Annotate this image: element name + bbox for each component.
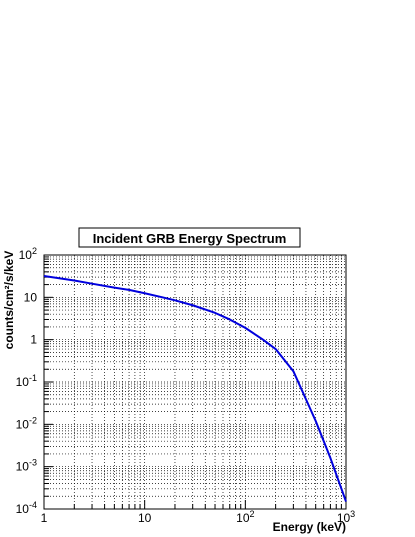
spectrum-line xyxy=(43,274,347,502)
y-tick-label: 10-4 xyxy=(16,500,37,516)
y-tick-labels: 10-4 10-3 10-2 10-1 1 10 102 xyxy=(16,246,38,516)
y-tick-label: 10 xyxy=(24,290,38,304)
x-tick-label: 102 xyxy=(236,509,254,525)
y-tick-label: 10-1 xyxy=(16,373,37,389)
x-tick-label: 10 xyxy=(138,511,152,525)
y-tick-label: 10-3 xyxy=(16,458,37,474)
title-box: Incident GRB Energy Spectrum xyxy=(78,227,301,248)
title-frame xyxy=(78,227,301,248)
y-axis-label: counts/cm²/s/keV xyxy=(2,251,16,350)
series xyxy=(43,274,347,502)
grid xyxy=(44,255,346,509)
x-tick-label: 1 xyxy=(41,511,48,525)
axis-ticks xyxy=(43,256,342,510)
y-tick-label: 102 xyxy=(19,246,37,262)
x-axis-label: Energy (keV) xyxy=(273,520,346,534)
chart-title: Incident GRB Energy Spectrum xyxy=(93,231,287,246)
y-tick-label: 10-2 xyxy=(16,415,37,431)
y-tick-label: 1 xyxy=(30,333,37,347)
